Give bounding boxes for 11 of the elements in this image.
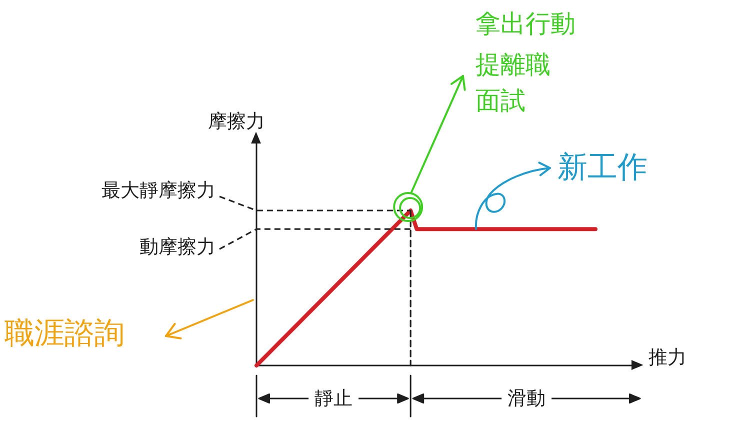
text: 面試	[476, 86, 526, 115]
x-axis-title: 推力	[648, 346, 686, 368]
text: 提離職	[476, 50, 550, 79]
text: 滑動	[508, 388, 546, 410]
text: 拿出行動	[476, 9, 576, 38]
ref-line-label: 動摩擦力	[140, 236, 216, 258]
text: 新工作	[558, 150, 648, 185]
text: 靜止	[314, 388, 353, 410]
ref-line-label: 最大靜摩擦力	[102, 180, 216, 202]
y-axis-title: 摩擦力	[208, 110, 265, 132]
text: 職涯諮詢	[4, 316, 124, 351]
